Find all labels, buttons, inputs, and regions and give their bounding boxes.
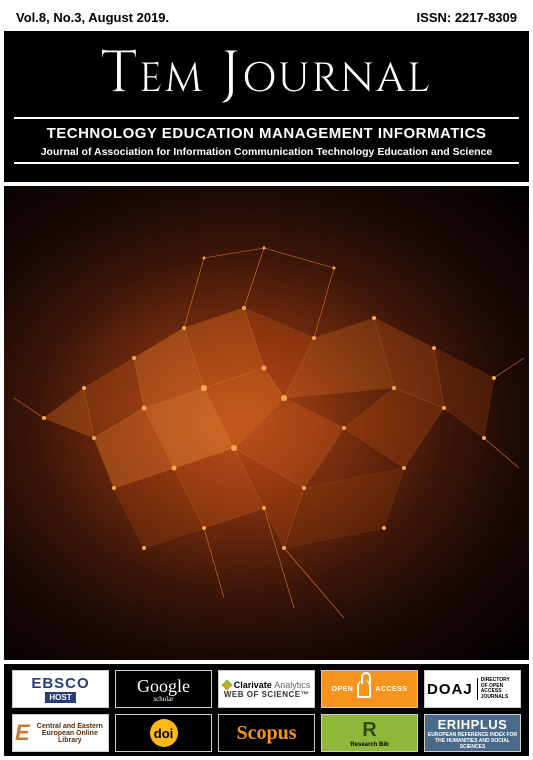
journal-cover: Vol.8, No.3, August 2019. ISSN: 2217-830… [0, 0, 533, 760]
erihplus-logo: ERIHPLUS EUROPEAN REFERENCE INDEX FOR TH… [424, 714, 521, 752]
open-lock-icon [357, 680, 371, 698]
logo-row-1: EBSCO HOST Google scholar Clarivate Anal… [12, 670, 521, 708]
open-access-logo: OPEN ACCESS [321, 670, 418, 708]
doi-logo: doi [115, 714, 212, 752]
ceeol-logo: E Central and Eastern European Online Li… [12, 714, 109, 752]
journal-subtitle: TECHNOLOGY EDUCATION MANAGEMENT INFORMAT… [14, 125, 519, 142]
cover-artwork [4, 186, 529, 664]
volume-issue-date: Vol.8, No.3, August 2019. [16, 10, 169, 25]
ebsco-logo: EBSCO HOST [12, 670, 109, 708]
issn-number: ISSN: 2217-8309 [417, 10, 517, 25]
doaj-logo: DOAJ DIRECTORY OF OPEN ACCESS JOURNALS [424, 670, 521, 708]
indexing-logos: EBSCO HOST Google scholar Clarivate Anal… [4, 664, 529, 756]
title-block: Tem Journal TECHNOLOGY EDUCATION MANAGEM… [4, 31, 529, 186]
subtitle-container: TECHNOLOGY EDUCATION MANAGEMENT INFORMAT… [14, 117, 519, 164]
logo-row-2: E Central and Eastern European Online Li… [12, 714, 521, 752]
google-scholar-logo: Google scholar [115, 670, 212, 708]
association-line: Journal of Association for Information C… [14, 146, 519, 158]
clarivate-diamond-icon [221, 679, 232, 690]
clarivate-logo: Clarivate Analytics WEB OF SCIENCE™ [218, 670, 315, 708]
top-meta-bar: Vol.8, No.3, August 2019. ISSN: 2217-830… [4, 4, 529, 31]
scopus-logo: Scopus [218, 714, 315, 752]
journal-title: Tem Journal [14, 45, 519, 103]
network-mesh-graphic [4, 186, 529, 660]
researchbib-logo: R Research Bib [321, 714, 418, 752]
